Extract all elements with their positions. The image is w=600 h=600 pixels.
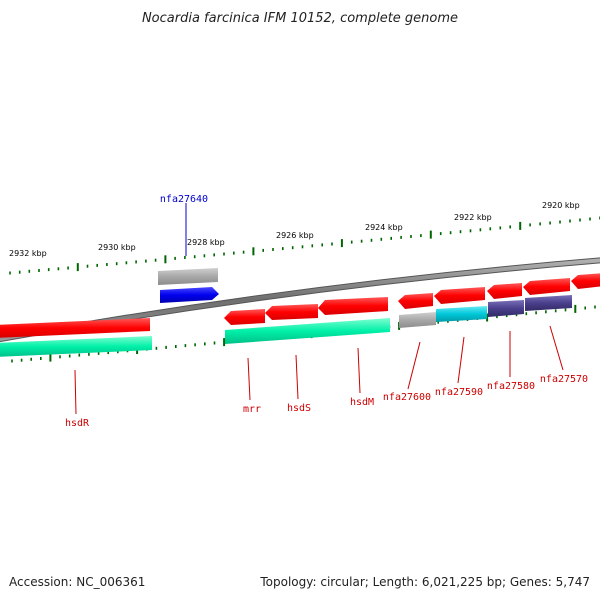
feature-nfa27600[interactable] <box>399 312 436 328</box>
gene-label-hsdS: hsdS <box>287 403 311 414</box>
feature-nfa27590[interactable] <box>436 306 487 322</box>
feature-hsd-operon[interactable] <box>225 318 390 344</box>
gene-label-hsdM: hsdM <box>350 397 374 408</box>
gene-label-nfa27570: nfa27570 <box>540 374 588 385</box>
tick-label: 2930 kbp <box>98 243 136 252</box>
gene-label-nfa27640: nfa27640 <box>160 194 208 205</box>
tick-label: 2920 kbp <box>542 201 580 210</box>
outer-tick-marks <box>9 216 600 275</box>
tick-label: 2926 kbp <box>276 231 314 240</box>
cds-nfa27590[interactable] <box>434 287 485 304</box>
cds-nfa27640[interactable] <box>160 287 219 303</box>
tick-label: 2928 kbp <box>187 238 225 247</box>
gene-label-nfa27580: nfa27580 <box>487 381 535 392</box>
tick-labels: 2932 kbp 2930 kbp 2928 kbp 2926 kbp 2924… <box>9 201 580 258</box>
leader-nfa27590 <box>457 336 465 384</box>
cds-hsdS[interactable] <box>265 304 318 320</box>
leader-hsdR <box>74 369 77 415</box>
leader-hsdS <box>295 354 299 400</box>
feature-gray-bar[interactable] <box>158 268 218 285</box>
gene-labels: nfa27640 hsdR mrr hsdS hsdM nfa27600 nfa… <box>65 194 588 429</box>
cds-next[interactable] <box>571 273 600 289</box>
gene-label-hsdR: hsdR <box>65 418 90 429</box>
feature-nfa27570[interactable] <box>525 295 572 311</box>
cds-nfa27580[interactable] <box>487 283 522 299</box>
cds-hsdR[interactable] <box>0 318 150 338</box>
leader-mrr <box>247 357 251 401</box>
leader-hsdM <box>357 347 361 394</box>
gene-label-nfa27590: nfa27590 <box>435 387 483 398</box>
cds-mrr[interactable] <box>224 309 265 325</box>
leader-nfa27600 <box>407 341 421 390</box>
gene-label-nfa27600: nfa27600 <box>383 392 431 403</box>
cds-nfa27600[interactable] <box>398 293 433 309</box>
genome-summary-text: Topology: circular; Length: 6,021,225 bp… <box>260 575 590 589</box>
accession-text: Accession: NC_006361 <box>9 575 146 589</box>
tick-label: 2924 kbp <box>365 223 403 232</box>
tick-label: 2922 kbp <box>454 213 492 222</box>
cds-hsdM[interactable] <box>318 297 388 315</box>
tick-label: 2932 kbp <box>9 249 47 258</box>
label-leaders <box>74 203 564 415</box>
map-title: Nocardia farcinica IFM 10152, complete g… <box>142 11 458 26</box>
feature-hsdR[interactable] <box>0 336 152 357</box>
feature-nfa27580[interactable] <box>488 300 524 317</box>
cds-nfa27570[interactable] <box>523 278 570 295</box>
leader-nfa27570 <box>549 325 564 371</box>
gene-label-mrr: mrr <box>243 404 261 415</box>
